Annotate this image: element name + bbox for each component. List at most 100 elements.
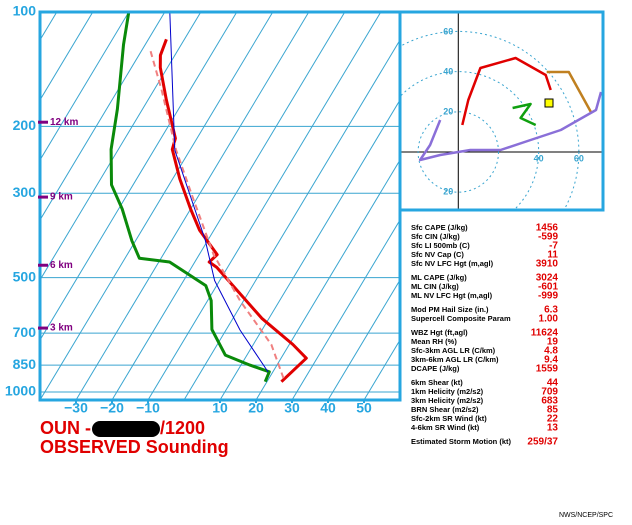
y-tick-label: 850 (13, 356, 37, 372)
stat-value: 709 (541, 387, 558, 398)
hodo-trace (546, 70, 592, 113)
station-title: OUN - (40, 418, 91, 438)
isotherm (327, 279, 400, 400)
hodo-ring (400, 71, 540, 210)
stat-value: 1.00 (539, 314, 559, 325)
stat-value: 683 (541, 396, 558, 407)
isotherm (147, 12, 382, 400)
y-tick-label: 1000 (5, 383, 36, 399)
x-tick-label: 50 (356, 400, 372, 416)
x-tick-label: −30 (64, 400, 88, 416)
stat-value: 259/37 (527, 437, 558, 448)
hodo-frame (398, 10, 605, 212)
stat-label: Mod PM Hail Size (in.) (411, 305, 489, 314)
profile-line (158, 38, 308, 383)
stats: Sfc CAPE (J/kg) 1456 Sfc CIN (J/kg) -599 Sfc… (411, 223, 558, 448)
y-tick-label: 700 (13, 324, 37, 340)
stat-value: 9.4 (544, 355, 558, 366)
isotherm (40, 12, 94, 101)
hodo-trace (461, 56, 552, 126)
plot-data (109, 12, 308, 383)
y-tick-label: 500 (13, 268, 37, 284)
hodo-v-label: 20 (443, 106, 453, 116)
stat-label: ML NV LFC Hgt (m,agl) (411, 291, 493, 300)
x-tick-label: 10 (212, 400, 228, 416)
labels: 100 200 300 500 700 850 1000 −30 −20 −10 10 20 30 40 5… (5, 3, 584, 416)
stat-value: -999 (538, 291, 558, 302)
hodo-ring (417, 111, 499, 193)
x-tick-label: 40 (320, 400, 336, 416)
stat-label: ML CAPE (J/kg) (411, 273, 467, 282)
stat-value: -7 (549, 241, 558, 252)
x-tick-label: −20 (100, 400, 124, 416)
stat-label: ML CIN (J/kg) (411, 282, 459, 291)
stat-label: Sfc CAPE (J/kg) (411, 223, 468, 232)
y-tick-label: 300 (13, 184, 37, 200)
isotherm (75, 12, 310, 400)
hodo-trace (512, 102, 537, 127)
y-tick-label: 200 (13, 117, 37, 133)
stat-value: 3024 (536, 273, 559, 284)
stat-label: 3km-6km AGL LR (C/km) (411, 355, 499, 364)
stat-value: 19 (547, 337, 559, 348)
redaction (92, 421, 160, 437)
height-label: 12 km (50, 117, 78, 128)
stat-label: 1km Helicity (m2/s2) (411, 387, 484, 396)
stat-label: Mean RH (%) (411, 337, 457, 346)
stat-value: 85 (547, 405, 559, 416)
stat-value: 11624 (531, 328, 559, 339)
stat-value: 11 (547, 250, 558, 261)
stat-value: 13 (547, 423, 559, 434)
isotherm (40, 12, 274, 400)
hodo-data (418, 56, 603, 162)
stat-label: 3km Helicity (m2/s2) (411, 396, 484, 405)
stat-label: BRN Shear (m2/s2) (411, 405, 479, 414)
stat-label: 6km Shear (kt) (411, 378, 463, 387)
stat-label: Sfc CIN (J/kg) (411, 232, 460, 241)
hodo-v-label: 20 (443, 186, 453, 196)
stat-label: Sfc NV Cap (C) (411, 250, 464, 259)
x-tick-label: 20 (248, 400, 264, 416)
stat-label: Supercell Composite Param (411, 314, 511, 323)
stat-value: 3910 (536, 259, 559, 270)
profile-line (169, 12, 269, 373)
isotherm (183, 39, 400, 400)
hodo-v-label: 60 (443, 26, 453, 36)
hodo-u-label: 40 (534, 153, 544, 163)
plot-grid (40, 12, 400, 400)
height-label: 9 km (50, 192, 73, 203)
stat-value: 1559 (536, 364, 559, 375)
hodo-v-label: 40 (443, 66, 453, 76)
stat-value: 4.8 (544, 346, 558, 357)
isotherm (40, 12, 130, 161)
stat-value: -601 (538, 282, 558, 293)
stat-label: Sfc LI 500mb (C) (411, 241, 470, 250)
stat-label: DCAPE (J/kg) (411, 364, 460, 373)
x-tick-label: 30 (284, 400, 300, 416)
stat-value: 1456 (536, 223, 559, 234)
time-title: /1200 (160, 418, 205, 438)
stat-label: 4-6km SR Wind (kt) (411, 423, 480, 432)
height-label: 3 km (50, 323, 73, 334)
stat-value: 22 (547, 414, 559, 425)
profile-line (148, 48, 285, 379)
y-tick-label: 100 (13, 3, 37, 19)
stat-value: -599 (538, 232, 558, 243)
isotherm (40, 12, 166, 221)
hodo-grid (400, 12, 603, 210)
isotherm (255, 159, 400, 400)
hodo-u-label: 60 (574, 153, 584, 163)
stat-label: Sfc-2km SR Wind (kt) (411, 414, 487, 423)
x-tick-label: −10 (136, 400, 160, 416)
isotherm (291, 219, 400, 400)
isotherm (111, 12, 346, 400)
storm-motion-marker (544, 98, 554, 108)
isotherm (219, 99, 400, 400)
profile-line (109, 12, 271, 383)
stat-label: Sfc NV LFC Hgt (m,agl) (411, 259, 494, 268)
credit: NWS/NCEP/SPC (559, 512, 613, 519)
subtitle: OBSERVED Sounding (40, 437, 229, 457)
hodo-ring (400, 30, 580, 210)
